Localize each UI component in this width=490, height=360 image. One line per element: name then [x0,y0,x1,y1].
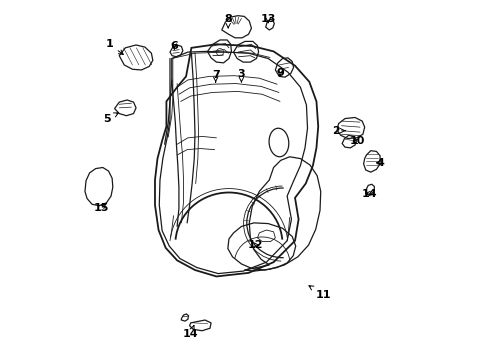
Text: 14: 14 [183,325,198,339]
Text: 11: 11 [309,286,331,300]
Text: 6: 6 [171,41,178,51]
Text: 3: 3 [238,68,245,82]
Text: 1: 1 [105,39,123,54]
Text: 9: 9 [276,68,284,78]
Text: 2: 2 [332,126,345,136]
Text: 8: 8 [224,14,232,28]
Text: 7: 7 [212,69,220,82]
Text: 15: 15 [94,203,109,213]
Text: 14: 14 [362,189,377,199]
Text: 13: 13 [261,14,276,24]
Text: 12: 12 [248,240,264,250]
Text: 4: 4 [376,158,385,168]
Text: 10: 10 [350,136,365,147]
Text: 5: 5 [104,113,119,123]
